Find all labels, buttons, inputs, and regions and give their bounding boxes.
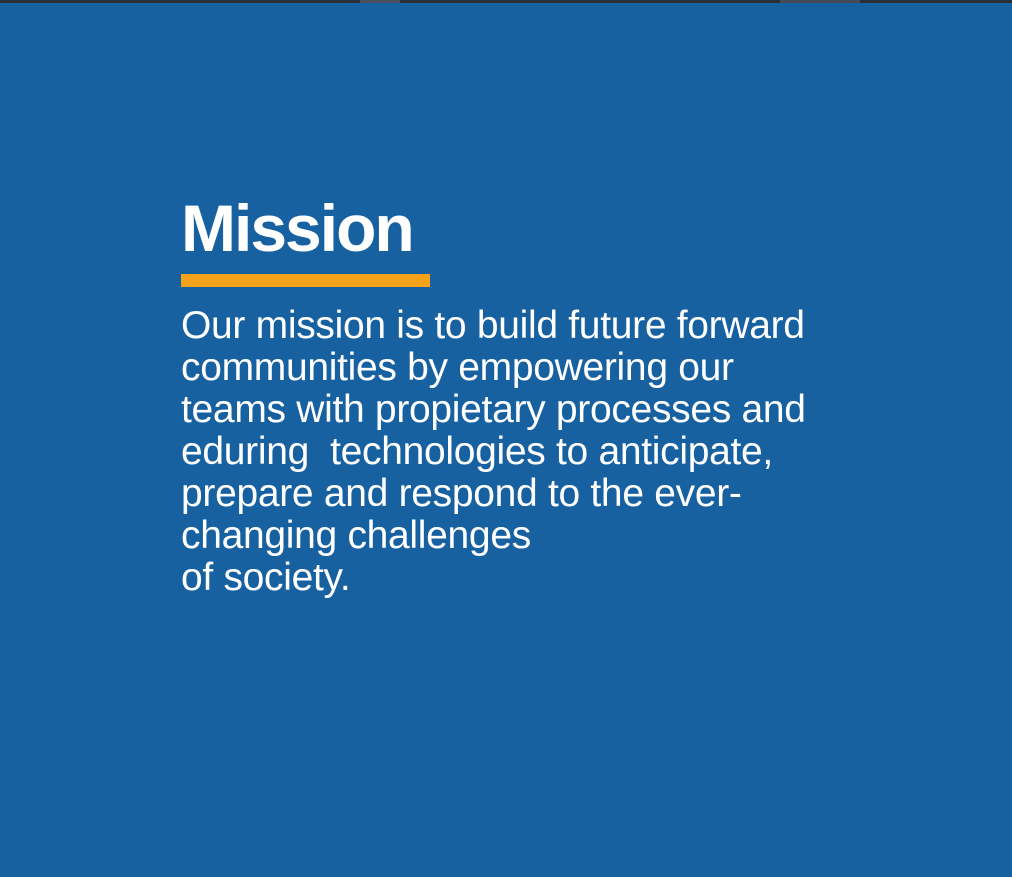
mission-heading: Mission bbox=[181, 191, 415, 265]
mission-statement: Our mission is to build future forward c… bbox=[181, 304, 806, 599]
top-edge-strip bbox=[0, 0, 1012, 3]
top-edge-speck bbox=[360, 0, 400, 3]
heading-accent-bar bbox=[181, 274, 430, 287]
top-edge-speck bbox=[780, 0, 860, 3]
mission-section: Mission Our mission is to build future f… bbox=[181, 190, 941, 599]
